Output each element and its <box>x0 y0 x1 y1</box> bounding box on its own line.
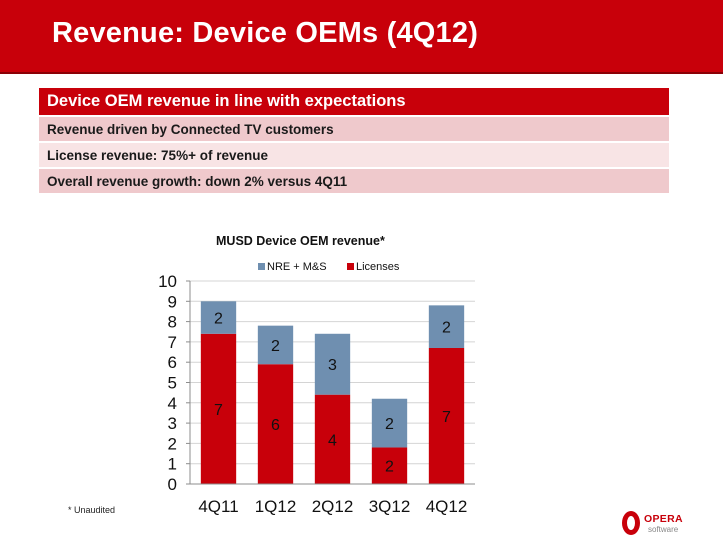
y-tick-label: 7 <box>168 333 177 352</box>
chart-title: MUSD Device OEM revenue* <box>216 234 385 248</box>
legend-label-nrems: NRE + M&S <box>267 261 327 273</box>
y-tick-label: 9 <box>168 292 177 311</box>
bar-nre-1Q12 <box>257 325 294 365</box>
bar-licenses-2Q12 <box>314 394 351 484</box>
summary-bullet-license-revenue: License revenue: 75%+ of revenue <box>39 143 669 167</box>
x-tick-label-4Q12: 4Q12 <box>426 497 468 516</box>
data-label-nre-4Q11: 2 <box>214 311 223 328</box>
title-bar: Revenue: Device OEMs (4Q12) <box>0 0 723 74</box>
data-label-nre-3Q12: 2 <box>385 416 394 433</box>
data-label-licenses-2Q12: 4 <box>328 432 337 449</box>
y-tick-label: 6 <box>168 353 177 372</box>
data-label-nre-4Q12: 2 <box>442 320 451 337</box>
legend-swatch-nrems <box>258 263 265 270</box>
x-tick-label-4Q11: 4Q11 <box>198 497 238 516</box>
legend-swatch-licenses <box>347 263 354 270</box>
y-tick-label: 10 <box>158 272 177 291</box>
y-tick-label: 4 <box>168 394 177 413</box>
y-tick-label: 0 <box>168 475 177 494</box>
data-label-nre-2Q12: 3 <box>328 357 337 374</box>
opera-logo: OPERA software <box>622 511 712 537</box>
bar-licenses-4Q11 <box>200 333 237 484</box>
bar-licenses-1Q12 <box>257 364 294 484</box>
bar-licenses-4Q12 <box>428 347 465 484</box>
bar-nre-2Q12 <box>314 333 351 395</box>
y-tick-label: 3 <box>168 414 177 433</box>
summary-box: Device OEM revenue in line with expectat… <box>39 88 669 195</box>
bar-nre-3Q12 <box>371 398 408 448</box>
data-label-licenses-1Q12: 6 <box>271 417 280 434</box>
y-tick-label: 5 <box>168 374 177 393</box>
data-label-nre-1Q12: 2 <box>271 338 280 355</box>
legend-label-licenses: Licenses <box>356 261 400 273</box>
summary-bullet-revenue-growth: Overall revenue growth: down 2% versus 4… <box>39 169 669 193</box>
x-tick-label-3Q12: 3Q12 <box>369 497 411 516</box>
y-tick-label: 1 <box>168 455 177 474</box>
slide-title: Revenue: Device OEMs (4Q12) <box>52 17 479 49</box>
opera-o-icon <box>622 511 640 535</box>
data-label-licenses-3Q12: 2 <box>385 459 394 476</box>
data-label-licenses-4Q12: 7 <box>442 409 451 426</box>
logo-word: OPERA <box>644 513 683 525</box>
bar-nre-4Q11 <box>200 301 237 334</box>
summary-bullet-connected-tv: Revenue driven by Connected TV customers <box>39 117 669 141</box>
x-tick-label-2Q12: 2Q12 <box>312 497 354 516</box>
revenue-chart: 012345678910724Q11621Q12432Q12223Q12724Q… <box>158 261 475 516</box>
bar-licenses-3Q12 <box>371 447 408 484</box>
x-tick-label-1Q12: 1Q12 <box>255 497 297 516</box>
y-tick-label: 2 <box>168 434 177 453</box>
logo-sub: software <box>648 525 679 534</box>
y-tick-label: 8 <box>168 313 177 332</box>
bar-nre-4Q12 <box>428 305 465 348</box>
summary-heading: Device OEM revenue in line with expectat… <box>39 88 669 115</box>
data-label-licenses-4Q11: 7 <box>214 402 223 419</box>
footnote: * Unaudited <box>68 505 116 515</box>
